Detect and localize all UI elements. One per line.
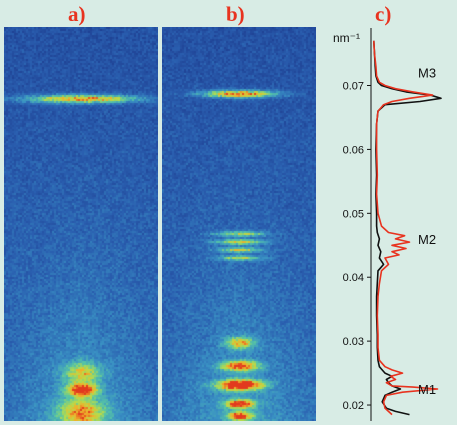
q-axis-tick-label: 0.06	[343, 144, 364, 156]
q-axis-tick-label: 0.02	[343, 400, 364, 412]
q-axis-tick-label: 0.03	[343, 336, 364, 348]
panel-label-c: c)	[375, 2, 392, 26]
q-axis-tick-label: 0.04	[343, 272, 364, 284]
peak-label-m1: M1	[418, 382, 436, 397]
profile-line-red	[373, 40, 439, 416]
panel-label-a: a)	[68, 2, 86, 26]
detector-image-a	[4, 27, 158, 421]
axis-unit-text: nm⁻¹	[333, 31, 360, 45]
q-axis-tick-label: 0.05	[343, 208, 364, 220]
q-axis-tick-label: 0.07	[343, 81, 364, 93]
peak-label-m3: M3	[418, 66, 436, 81]
detector-image-b	[162, 27, 316, 421]
axis-unit-label: nm⁻¹	[333, 31, 360, 45]
panel-label-b: b)	[226, 2, 245, 26]
peak-label-m2: M2	[418, 232, 436, 247]
